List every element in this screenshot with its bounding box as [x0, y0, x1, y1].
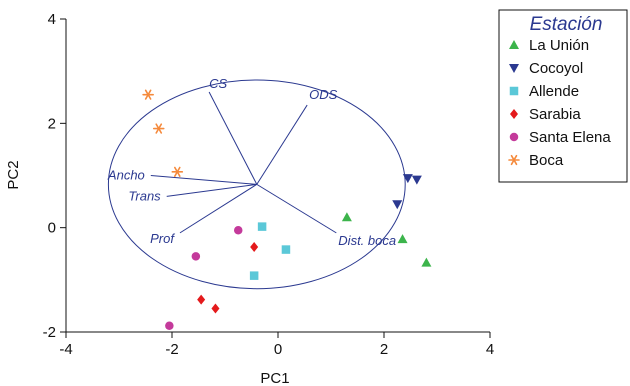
loading-vector [179, 183, 258, 234]
loading-label: Prof [150, 231, 175, 246]
data-point [341, 212, 352, 222]
legend-label: Boca [529, 152, 564, 169]
legend-marker [509, 132, 519, 142]
legend-label: La Unión [529, 37, 589, 54]
data-point [191, 252, 201, 261]
loading-vector [256, 104, 308, 185]
correlation-circle [107, 79, 406, 290]
data-point [397, 234, 408, 244]
x-tick-label: 2 [380, 341, 388, 358]
data-point [392, 200, 403, 210]
data-point [249, 271, 259, 280]
x-tick-label: 4 [486, 341, 494, 358]
x-tick-label: -2 [165, 341, 178, 358]
data-point [281, 245, 291, 254]
data-point [411, 175, 422, 185]
loading-vector [166, 183, 257, 197]
legend-marker [509, 64, 519, 73]
loading-vector [208, 91, 258, 185]
y-tick-label: -2 [43, 324, 56, 341]
legend: Estación La Unión Cocoyol Allende Sarabia Sa… [498, 9, 628, 183]
data-points [142, 89, 432, 330]
asterisk-stroke [144, 89, 152, 100]
asterisk-stroke [510, 154, 518, 166]
data-point [402, 174, 413, 184]
x-axis-title: PC1 [260, 370, 289, 386]
x-tick-label: -4 [59, 341, 72, 358]
data-point [165, 321, 174, 330]
y-tick-label: 0 [48, 220, 56, 237]
data-point [142, 89, 154, 100]
asterisk-stroke [155, 123, 163, 134]
y-tick-label: 2 [48, 115, 56, 132]
legend-label: Santa Elena [529, 129, 611, 146]
loading-label: CS [209, 76, 227, 91]
legend-marker [508, 154, 520, 166]
loading-label: Ancho [107, 168, 145, 183]
loading-vectors: CS ODS Ancho Trans Prof Dist. boca [107, 76, 396, 248]
legend-items: La Unión Cocoyol Allende Sarabia Santa Elena… [508, 37, 611, 169]
y-tick-label: 4 [48, 11, 56, 28]
correlation-circle-layer [107, 79, 406, 290]
loading-vector [256, 183, 337, 234]
data-point [197, 294, 206, 305]
legend-label: Cocoyol [529, 60, 583, 77]
legend-marker [509, 40, 519, 49]
asterisk-stroke [174, 166, 181, 177]
data-point [250, 241, 259, 252]
y-axis-title: PC2 [5, 160, 22, 189]
data-point [257, 222, 267, 231]
legend-label: Sarabia [529, 106, 581, 123]
legend-box [498, 9, 628, 183]
loading-label: ODS [309, 87, 338, 102]
data-point [171, 166, 184, 177]
loading-label: Dist. boca [338, 233, 396, 248]
loading-label: Trans [128, 188, 161, 203]
legend-marker [509, 86, 519, 96]
data-point [421, 257, 432, 267]
x-tick-label: 0 [274, 341, 282, 358]
data-point [211, 303, 220, 314]
legend-label: Allende [529, 83, 579, 100]
data-point [152, 123, 165, 134]
legend-marker [510, 109, 518, 119]
data-point [234, 226, 243, 235]
loading-vector [150, 175, 257, 185]
legend-title: Estación [530, 14, 603, 35]
